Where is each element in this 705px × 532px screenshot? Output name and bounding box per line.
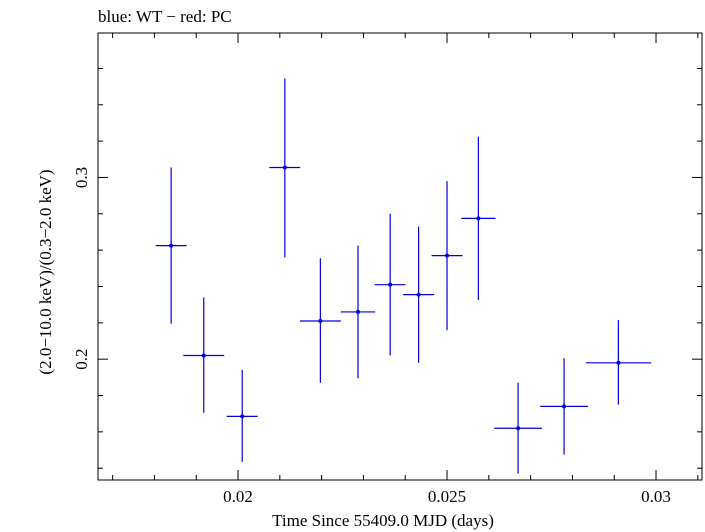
x-tick-label: 0.03 xyxy=(641,487,671,506)
chart-title: blue: WT − red: PC xyxy=(98,7,232,26)
data-marker xyxy=(516,426,521,431)
y-tick-label: 0.3 xyxy=(72,167,91,188)
x-axis: 0.02 0.025 0.03 xyxy=(112,33,699,506)
data-point xyxy=(431,181,463,331)
data-marker xyxy=(169,243,174,248)
data-point xyxy=(461,136,496,301)
data-point xyxy=(403,226,435,363)
y-axis-label: (2.0−10.0 keV)/(0.3−2.0 keV) xyxy=(36,169,55,374)
data-marker xyxy=(282,165,287,170)
data-marker xyxy=(445,253,450,258)
data-marker xyxy=(355,309,360,314)
data-point xyxy=(299,258,341,383)
data-marker xyxy=(562,404,567,409)
data-point xyxy=(269,78,301,258)
y-axis: 0.2 0.3 xyxy=(72,67,702,469)
x-tick-label: 0.025 xyxy=(428,487,466,506)
data-marker xyxy=(318,319,323,324)
data-point xyxy=(374,213,406,356)
data-marker xyxy=(240,414,245,419)
x-tick-label: 0.02 xyxy=(223,487,253,506)
y-tick-label: 0.2 xyxy=(72,349,91,370)
data-point xyxy=(183,297,225,413)
plot-frame xyxy=(97,32,703,481)
data-marker xyxy=(388,282,393,287)
data-point xyxy=(585,320,652,405)
data-series xyxy=(155,78,652,474)
data-point xyxy=(540,358,588,455)
data-marker xyxy=(476,216,481,221)
data-point xyxy=(340,245,376,379)
x-axis-label: Time Since 55409.0 MJD (days) xyxy=(272,511,494,530)
data-point xyxy=(155,167,187,324)
data-marker xyxy=(416,292,421,297)
data-marker xyxy=(201,353,206,358)
data-point xyxy=(226,370,258,462)
data-point xyxy=(494,382,542,474)
data-marker xyxy=(616,360,621,365)
